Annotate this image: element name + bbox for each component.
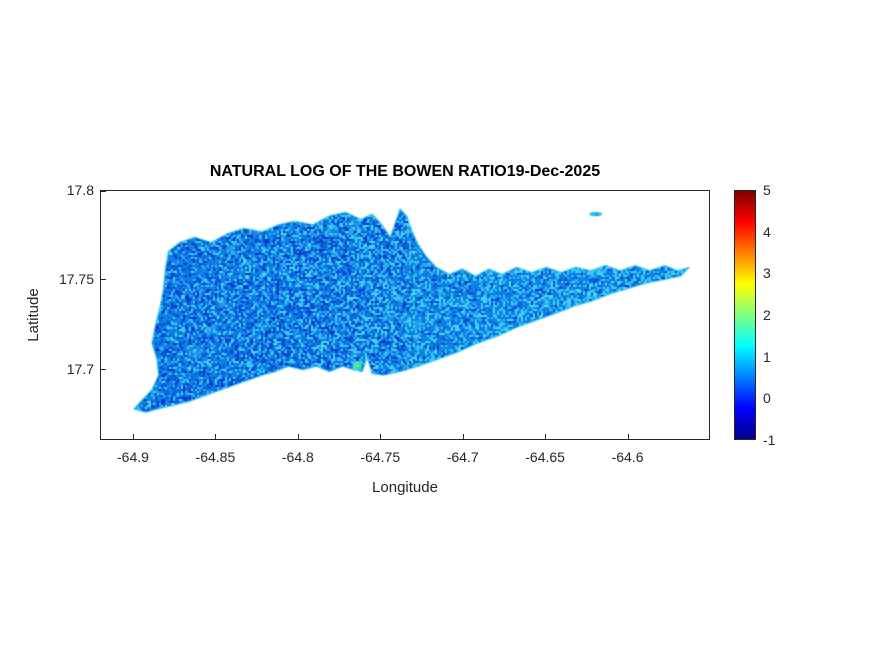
- colorbar-tick-label: 4: [763, 223, 771, 240]
- x-tick-mark: [380, 434, 382, 439]
- bowen-ratio-heatmap-canvas: [101, 191, 709, 439]
- x-tick-mark: [462, 434, 464, 439]
- x-tick-mark: [132, 434, 134, 439]
- colorbar-tick-label: 3: [763, 265, 771, 282]
- map-axes: [100, 190, 710, 440]
- x-tick-label: -64.6: [611, 449, 644, 465]
- x-tick-label: -64.7: [446, 449, 479, 465]
- x-axis-label: Longitude: [372, 479, 438, 496]
- colorbar-tick-label: 5: [763, 182, 771, 198]
- y-tick-label: 17.7: [66, 360, 94, 377]
- colorbar-tick-label: 1: [763, 348, 771, 365]
- y-tick-mark: [101, 368, 106, 370]
- x-tick-mark: [545, 434, 547, 439]
- colorbar-tick-label: 2: [763, 307, 771, 323]
- y-tick-mark: [101, 279, 106, 281]
- x-tick-mark: [297, 434, 299, 439]
- colorbar-tick-label: 0: [763, 390, 771, 407]
- colorbar: [734, 190, 756, 440]
- x-tick-label: -64.75: [360, 449, 401, 465]
- y-tick-label: 17.75: [58, 271, 94, 288]
- x-tick-mark: [627, 434, 629, 439]
- x-tick-label: -64.8: [281, 449, 314, 465]
- y-tick-mark: [101, 191, 106, 192]
- x-tick-label: -64.9: [117, 449, 149, 465]
- x-tick-mark: [215, 434, 217, 439]
- x-tick-label: -64.65: [525, 449, 565, 465]
- colorbar-tick-label: -1: [763, 432, 776, 448]
- y-tick-label: 17.8: [66, 182, 94, 198]
- plot-title: NATURAL LOG OF THE BOWEN RATIO19-Dec-202…: [209, 163, 601, 180]
- x-tick-label: -64.85: [195, 449, 236, 465]
